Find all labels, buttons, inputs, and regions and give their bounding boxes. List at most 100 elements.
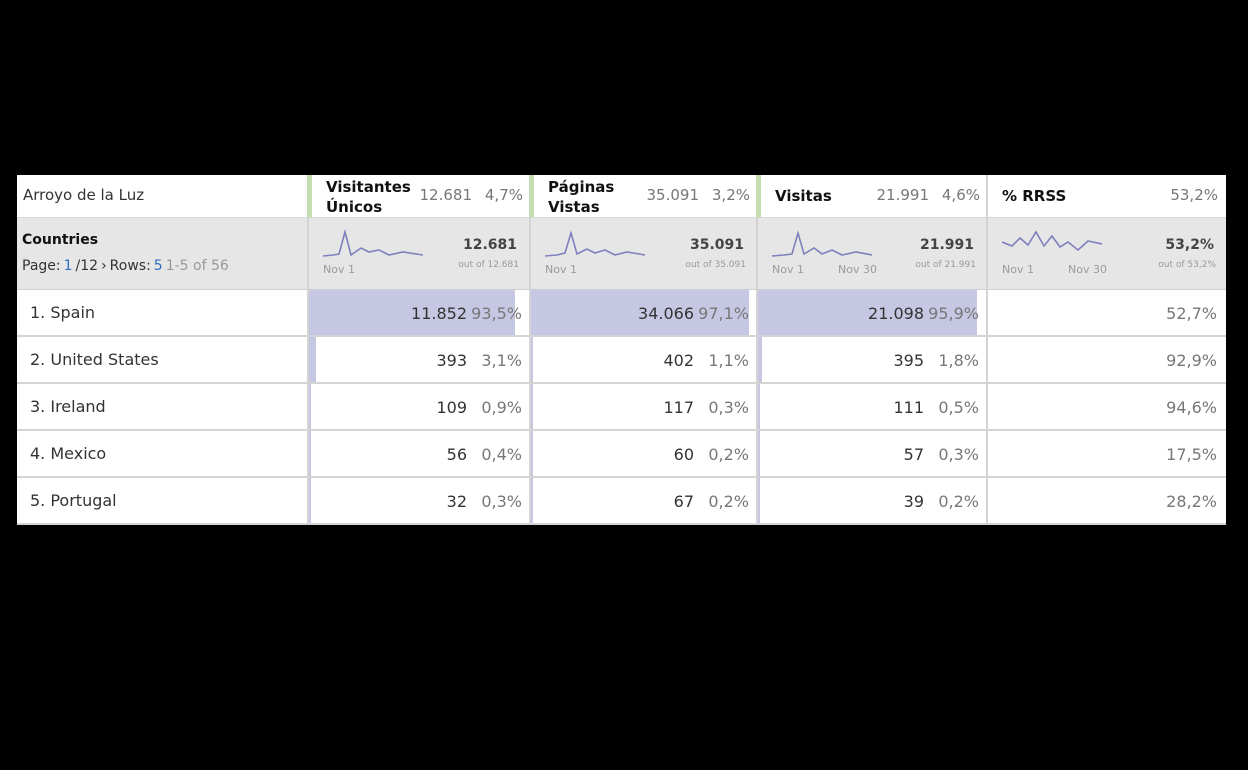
pagination-part: Rows: (109, 258, 151, 274)
metric-name[interactable]: % RRSS (1002, 187, 1067, 205)
metric-cell: 402 1,1% (529, 337, 756, 384)
pagination-part: 1-5 of 56 (165, 258, 229, 274)
row-label-cell: 1. Spain (17, 290, 307, 337)
summary-cell: 35.091 out of 35.091 Nov 1 (529, 218, 756, 290)
cell-value: 57 (903, 445, 924, 464)
rrss-cell: 94,6% (986, 384, 1226, 431)
rrss-cell: 92,9% (986, 337, 1226, 384)
cell-share: 0,9% (481, 398, 522, 417)
rrss-cell: 52,7% (986, 290, 1226, 337)
metric-cell: 393 3,1% (307, 337, 529, 384)
metric-cell: 117 0,3% (529, 384, 756, 431)
cell-share: 0,2% (708, 445, 749, 464)
share-bar (309, 431, 311, 476)
metric-cell: 67 0,2% (529, 478, 756, 525)
date-start: Nov 1 (1002, 263, 1034, 276)
cell-value: 21.098 (868, 304, 924, 323)
metric-name[interactable]: Visitantes Únicos (326, 178, 411, 216)
row-label[interactable]: 3. Ireland (30, 397, 106, 416)
share-bar (531, 337, 534, 382)
metric-cell: 34.066 97,1% (529, 290, 756, 337)
rrss-value: 17,5% (1166, 445, 1217, 464)
row-label[interactable]: 5. Portugal (30, 491, 117, 510)
share-bar (758, 431, 760, 476)
dimension-cell: Countries Page: 1/12 › Rows: 5 1-5 of 56 (17, 218, 307, 290)
share-bar (309, 478, 311, 523)
share-bar (531, 431, 533, 476)
metric-header: % RRSS 53,2% (986, 175, 1226, 218)
metric-share: 3,2% (711, 186, 750, 204)
share-bar (758, 337, 763, 382)
summary-total: 21.991 (919, 237, 974, 253)
rrss-value: 92,9% (1166, 351, 1217, 370)
cell-share: 95,9% (928, 304, 979, 323)
out-of: out of 35.091 (685, 260, 746, 270)
row-label[interactable]: 4. Mexico (30, 444, 107, 463)
cell-share: 0,3% (481, 492, 522, 511)
cell-value: 32 (446, 492, 467, 511)
summary-cell: 21.991 out of 21.991 Nov 1 Nov 30 (756, 218, 986, 290)
share-bar (309, 290, 515, 335)
metric-header: Visitas 21.991 4,6% (756, 175, 986, 218)
out-of: out of 53,2% (1158, 260, 1216, 270)
dimension-name: Countries (22, 232, 99, 248)
metric-cell: 395 1,8% (756, 337, 986, 384)
chevron: › (101, 258, 107, 274)
summary-total: 12.681 (462, 237, 517, 253)
cell-share: 0,3% (708, 398, 749, 417)
rrss-cell: 28,2% (986, 478, 1226, 525)
metric-cell: 56 0,4% (307, 431, 529, 478)
metric-header: Páginas Vistas 35.091 3,2% (529, 175, 756, 218)
share-bar (758, 290, 977, 335)
metric-header: Visitantes Únicos 12.681 4,7% (307, 175, 529, 218)
rrss-value: 52,7% (1166, 304, 1217, 323)
metric-name[interactable]: Visitas (775, 187, 832, 205)
metric-cell: 109 0,9% (307, 384, 529, 431)
cell-share: 0,2% (938, 492, 979, 511)
cell-share: 97,1% (698, 304, 749, 323)
metric-total: 12.681 (419, 186, 473, 204)
sparkline-path (772, 230, 872, 257)
cell-value: 393 (436, 351, 467, 370)
pagination-part[interactable]: 5 (153, 258, 163, 274)
cell-share: 0,2% (708, 492, 749, 511)
cell-value: 395 (893, 351, 924, 370)
row-label-cell: 2. United States (17, 337, 307, 384)
cell-share: 0,5% (938, 398, 979, 417)
share-bar (531, 478, 533, 523)
pagination-part[interactable]: 1 (63, 258, 73, 274)
row-label[interactable]: 1. Spain (30, 303, 96, 322)
sparkline (1002, 230, 1102, 252)
share-bar (531, 290, 750, 335)
cell-value: 34.066 (638, 304, 694, 323)
pagination: Page: 1/12 › Rows: 5 1-5 of 56 (22, 258, 229, 274)
metric-total: 53,2% (1170, 186, 1218, 204)
metric-cell: 39 0,2% (756, 478, 986, 525)
metric-total: 35.091 (646, 186, 700, 204)
cell-value: 60 (673, 445, 694, 464)
cell-value: 11.852 (411, 304, 467, 323)
date-start: Nov 1 (772, 263, 804, 276)
cell-value: 56 (446, 445, 467, 464)
sparkline (772, 230, 872, 257)
sparkline-path (323, 228, 423, 257)
share-bar (309, 337, 316, 382)
sparkline (323, 228, 423, 257)
cell-value: 402 (663, 351, 694, 370)
metric-cell: 57 0,3% (756, 431, 986, 478)
cell-share: 3,1% (481, 351, 522, 370)
cell-value: 109 (436, 398, 467, 417)
metric-cell: 11.852 93,5% (307, 290, 529, 337)
row-label-cell: 3. Ireland (17, 384, 307, 431)
report-table: Arroyo de la Luz Visitantes Únicos 12.681 4… (17, 175, 1226, 525)
metric-name[interactable]: Páginas Vistas (548, 178, 615, 216)
cell-share: 1,1% (708, 351, 749, 370)
sparkline-path (1002, 230, 1102, 252)
pagination-part: /12 (75, 258, 99, 274)
cell-share: 0,4% (481, 445, 522, 464)
row-label[interactable]: 2. United States (30, 350, 159, 369)
metric-cell: 60 0,2% (529, 431, 756, 478)
row-label-cell: 4. Mexico (17, 431, 307, 478)
summary-total: 53,2% (1165, 237, 1214, 253)
